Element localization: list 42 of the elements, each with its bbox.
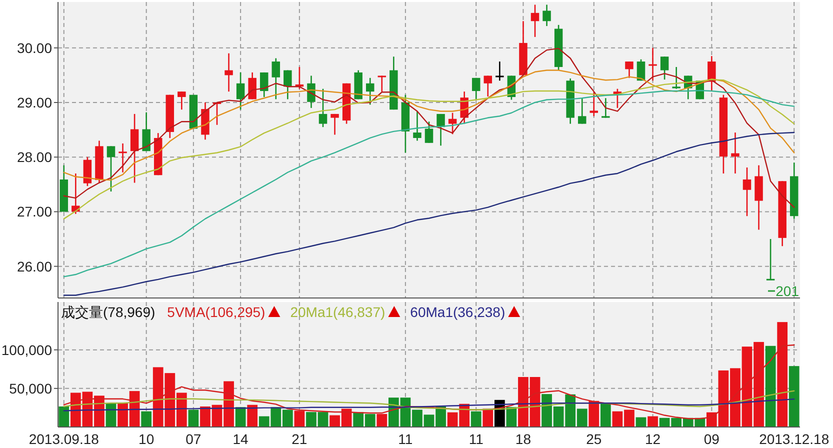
bar — [777, 322, 788, 427]
x-tick-label: 18 — [515, 431, 532, 447]
x-tick-label: 11 — [468, 431, 484, 447]
bar — [376, 414, 388, 427]
y-tick-label: 28.00 — [16, 149, 52, 166]
text: 60Ma1(36,238) — [410, 304, 506, 320]
bar — [58, 406, 70, 427]
line-series — [63, 344, 795, 420]
x-tick-label: 11 — [398, 431, 413, 447]
chart-title: 成交量(78,969) — [61, 304, 156, 320]
bar — [294, 410, 305, 427]
bar — [188, 410, 199, 427]
x-tick-label: 07 — [186, 431, 202, 447]
bar — [788, 366, 800, 427]
x-tick-label: 21 — [292, 431, 308, 447]
annotation: 201 — [776, 283, 800, 299]
bar — [600, 403, 611, 427]
y-tick-label: 29.00 — [16, 94, 52, 110]
text: 5VMA(106,295) — [167, 304, 266, 320]
x-tick-label: 2013.12.18 — [759, 431, 830, 447]
x-tick-label: 25 — [586, 431, 602, 447]
y-tick-label: 50,000 — [9, 380, 52, 396]
y-tick-label: 26.00 — [16, 258, 52, 274]
x-tick-label: 14 — [232, 431, 249, 447]
x-tick-label: 10 — [138, 431, 154, 447]
bar — [141, 411, 152, 427]
x-tick-label: 12 — [644, 431, 661, 447]
text: 20Ma1(46,837) — [290, 304, 386, 320]
bar — [247, 404, 258, 427]
annotation: 201 — [768, 283, 799, 299]
bar — [470, 411, 482, 427]
bar — [482, 408, 494, 427]
y-tick-label: 27.00 — [16, 204, 52, 220]
y-tick-label: 30.00 — [16, 40, 52, 56]
bar — [235, 407, 246, 427]
y-tick-label: 100,000 — [1, 342, 52, 358]
x-tick-label: 2013.09.18 — [28, 431, 100, 447]
line-series — [63, 398, 795, 412]
line-series — [63, 390, 795, 410]
bar — [765, 346, 776, 427]
x-tick-label: 09 — [704, 431, 720, 447]
bar — [648, 416, 658, 427]
